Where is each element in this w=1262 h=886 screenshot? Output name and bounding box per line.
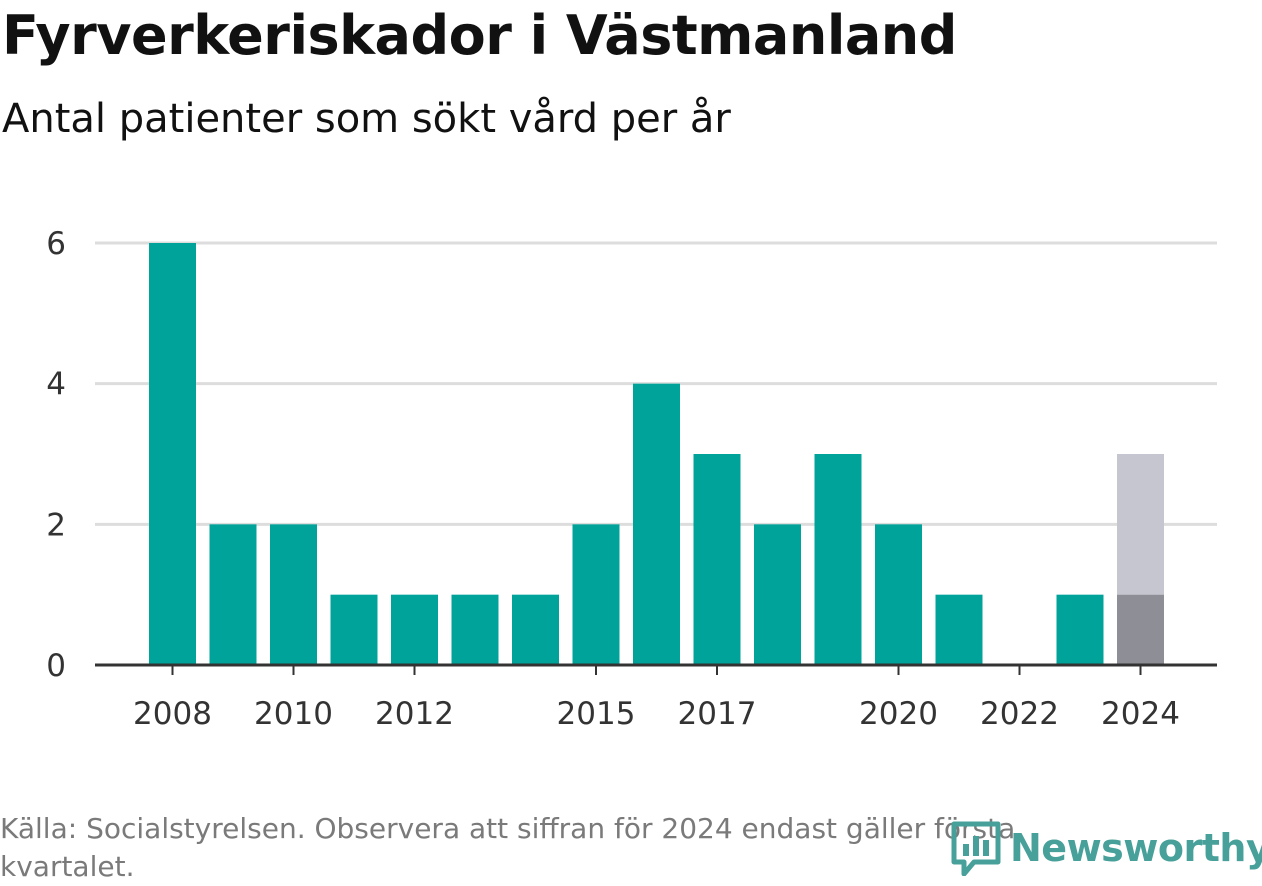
bar-2014 — [512, 594, 559, 665]
logo-text: Newsworthy — [1010, 826, 1262, 870]
chart-subtitle: Antal patienter som sökt vård per år — [2, 96, 731, 142]
bar-projected-2024 — [1117, 454, 1164, 595]
x-tick-label: 2017 — [678, 696, 757, 732]
x-tick-label: 2024 — [1101, 696, 1180, 732]
y-tick-label: 4 — [46, 367, 66, 403]
bar-2020 — [875, 524, 922, 665]
x-tick-label: 2020 — [859, 696, 938, 732]
bars — [149, 243, 1164, 665]
bar-2011 — [330, 594, 378, 665]
bar-2009 — [209, 524, 257, 665]
x-tick-label: 2008 — [133, 696, 212, 732]
newsworthy-chart-icon — [951, 821, 1001, 876]
bar-2017 — [693, 454, 741, 665]
x-tick-label: 2010 — [254, 696, 333, 732]
bar-2018 — [754, 524, 801, 665]
bar-2021 — [935, 594, 983, 665]
bar-2008 — [149, 243, 196, 665]
x-axis — [95, 663, 1217, 675]
y-tick-label: 0 — [46, 648, 66, 684]
bar-2019 — [814, 454, 862, 665]
x-tick-label: 2015 — [557, 696, 636, 732]
tick-labels: 0 2 4 6 2008 2010 2012 2015 2017 2020 2022 2024 — [46, 226, 1180, 732]
y-tick-label: 2 — [46, 507, 66, 543]
bar-2013 — [451, 594, 499, 665]
newsworthy-logo: Newsworthy — [950, 820, 1262, 876]
x-tick-label: 2022 — [980, 696, 1059, 732]
bar-2016 — [633, 383, 680, 665]
bar-2023 — [1056, 594, 1104, 665]
bar-2012 — [391, 594, 438, 665]
x-tick-label: 2012 — [375, 696, 454, 732]
y-tick-label: 6 — [46, 226, 66, 262]
source-note: Källa: Socialstyrelsen. Observera att si… — [0, 812, 1016, 883]
bar-2015 — [572, 524, 620, 665]
bar-2024 — [1117, 594, 1164, 665]
bar-2010 — [270, 524, 317, 665]
chart-title: Fyrverkeriskador i Västmanland — [2, 4, 957, 67]
